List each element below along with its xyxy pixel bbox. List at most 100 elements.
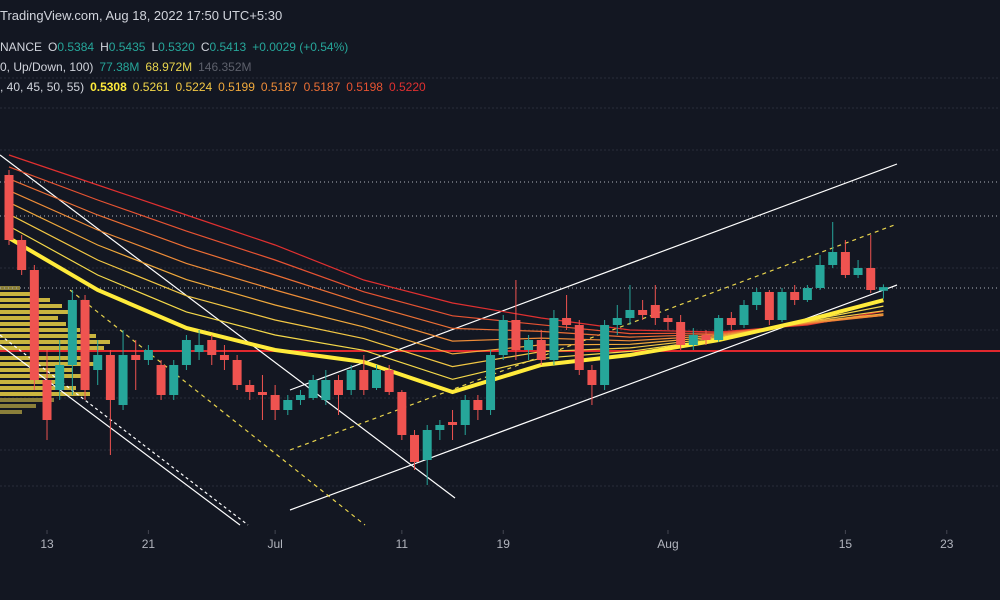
candle-body (42, 380, 52, 420)
candle-body (207, 340, 217, 355)
candle-body (625, 310, 635, 318)
legend-text: 0.5198 (346, 80, 383, 94)
legend-text: L (151, 40, 159, 54)
candle-body (118, 355, 128, 405)
candle-body (574, 325, 584, 370)
candles (4, 170, 888, 485)
candle-body (308, 380, 318, 398)
candle-body (536, 340, 546, 360)
x-tick-label: 19 (497, 537, 511, 551)
candle-body (714, 318, 724, 340)
candle-body (270, 395, 280, 410)
candle-body (828, 252, 838, 265)
candle-body (790, 292, 800, 300)
candle-body (219, 355, 229, 360)
candle-body (80, 300, 90, 390)
candle-body (321, 380, 331, 400)
candle-body (638, 310, 648, 315)
legend-text: NANCE (0, 40, 43, 54)
candle-body (372, 370, 382, 388)
candle-body (156, 365, 166, 395)
candle-body (17, 240, 27, 270)
dashed-trend-lines (69, 223, 898, 526)
candle-body (29, 270, 39, 380)
candle-body (739, 305, 749, 325)
candle-body (878, 287, 888, 291)
x-tick-label: Jul (267, 537, 282, 551)
candle-body (726, 318, 736, 325)
candle-body (815, 265, 825, 288)
candle-body (688, 335, 698, 345)
candle-body (840, 252, 850, 275)
grid (0, 77, 1000, 487)
candle-body (777, 292, 787, 320)
legend-text: O (48, 40, 58, 54)
legend-text: 0.5435 (108, 40, 146, 54)
x-axis: 13 21 Jul 11 19 Aug 15 23 (40, 530, 954, 551)
candle-body (701, 335, 711, 340)
legend-text: 0.5384 (57, 40, 95, 54)
candle-body (486, 355, 496, 410)
ema-line (7, 236, 884, 395)
legend-text: 68.972M (145, 60, 193, 74)
legend-text: 0.5187 (303, 80, 341, 94)
legend-text: 0.5320 (158, 40, 195, 54)
candle-body (473, 400, 483, 410)
legend-text: H (100, 40, 109, 54)
x-tick-label: Aug (657, 537, 678, 551)
candle-body (562, 318, 572, 325)
candle-body (333, 380, 343, 395)
candle-body (676, 322, 686, 345)
candle-body (359, 370, 369, 390)
candle-body (257, 392, 267, 395)
x-tick-label: 11 (396, 537, 409, 551)
legend-text: +0.0029 (+0.54%) (252, 40, 349, 54)
candle-body (866, 268, 876, 290)
candle-body (67, 300, 77, 365)
candle-body (410, 435, 420, 462)
candle-body (93, 355, 103, 370)
candle-body (384, 370, 394, 392)
ema-line (8, 178, 884, 338)
ema-ribbon (7, 154, 884, 395)
legend-text: 0.5187 (260, 80, 298, 94)
x-tick-label: 15 (839, 537, 853, 551)
legend-text: 77.38M (99, 60, 140, 74)
legend-text: 0.5199 (218, 80, 255, 94)
candle-body (587, 370, 597, 385)
candle-body (131, 355, 141, 360)
candle-body (346, 370, 356, 390)
candle-body (460, 400, 470, 425)
candle-body (194, 345, 204, 352)
candle-body (283, 400, 293, 410)
candle-body (853, 268, 863, 275)
candle-body (295, 395, 305, 400)
legend-text: 0.5261 (132, 80, 170, 94)
x-tick-label: 13 (40, 537, 54, 551)
legend-text: 0.5220 (388, 80, 426, 94)
legend-row: 0, Up/Down, 100) 77.38M 68.972M 146.352M (0, 60, 258, 74)
legend-text: 0.5413 (209, 40, 247, 54)
candle-body (232, 360, 242, 385)
candle-body (143, 350, 153, 360)
candle-body (245, 385, 255, 392)
candle-body (511, 320, 521, 350)
candle-body (448, 422, 458, 425)
candle-body (600, 325, 610, 385)
candle-body (802, 288, 812, 300)
candle-body (650, 305, 660, 318)
ema-line (8, 213, 884, 368)
candle-body (498, 320, 508, 355)
candle-body (764, 292, 774, 320)
legend-row: , 40, 45, 50, 55) 0.5308 0.5261 0.5224 0.519… (0, 80, 432, 94)
ema-line (8, 190, 884, 342)
dotted-levels (0, 181, 1000, 289)
watermark: TradingView.com, Aug 18, 2022 17:50 UTC+… (0, 8, 283, 23)
candle-body (55, 365, 65, 390)
legend-text: , 40, 45, 50, 55) (0, 80, 85, 94)
candle-body (752, 292, 762, 305)
candle-body (663, 318, 673, 322)
legend-text: 146.352M (198, 60, 252, 74)
